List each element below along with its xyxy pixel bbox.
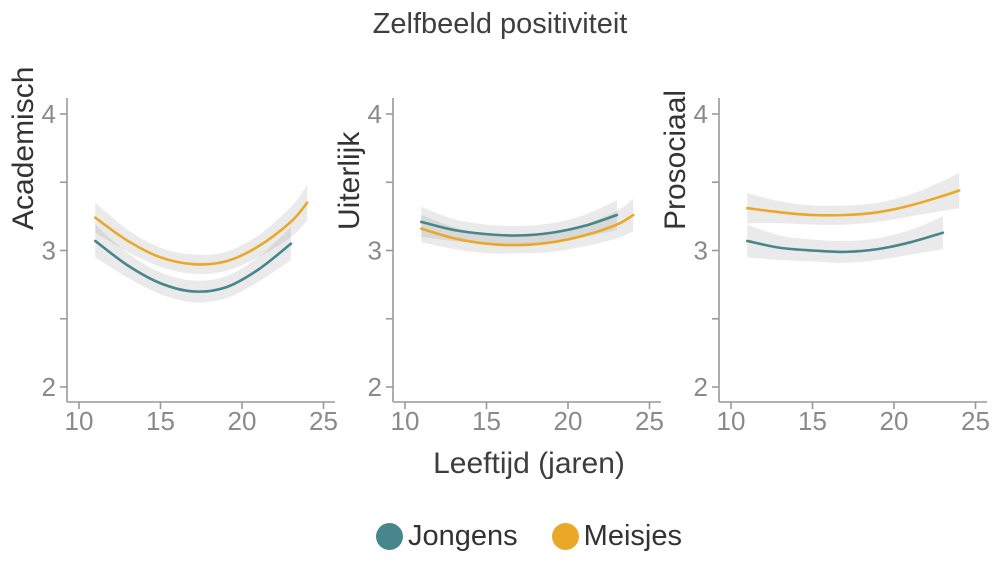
trend-line-jongens — [420, 213, 619, 237]
x-axis-label: Leeftijd (jaren) — [433, 447, 625, 480]
trend-line-jongens — [746, 231, 945, 254]
panel-plot-academisch: 2 3 4 10 15 20 25 — [42, 98, 337, 436]
y-tick-label: 4 — [694, 99, 708, 129]
y-tick-label: 3 — [42, 236, 56, 266]
y-tick-label: 2 — [368, 372, 382, 402]
x-tick-label: 10 — [717, 406, 746, 436]
confidence-ribbon-meisjes — [747, 172, 960, 225]
legend: Jongens Meisjes — [0, 520, 1000, 553]
x-tick-label: 15 — [472, 406, 501, 436]
plots-row: Academisch 2 3 4 10 15 20 25 Uiterlijk 2 3 4 10 15… — [0, 67, 1000, 438]
panel-plot-prosociaal: 2 3 4 10 15 20 25 — [694, 98, 989, 436]
x-tick-label: 20 — [228, 406, 257, 436]
panel-uiterlijk: Uiterlijk 2 3 4 10 15 20 25 — [333, 80, 663, 438]
y-tick-label: 4 — [42, 99, 56, 129]
x-tick-label: 15 — [146, 406, 175, 436]
y-tick-label: 3 — [694, 236, 708, 266]
x-tick-label: 15 — [798, 406, 827, 436]
confidence-ribbon-jongens — [747, 216, 943, 263]
legend-item-meisjes: Meisjes — [551, 520, 682, 553]
chart-title: Zelfbeeld positiviteit — [372, 8, 628, 40]
jongens-color-swatch — [376, 523, 404, 550]
panel-prosociaal: Prosociaal 2 3 4 10 15 20 25 — [659, 80, 989, 438]
confidence-ribbon-jongens — [95, 224, 291, 303]
y-tick-label: 3 — [368, 236, 382, 266]
y-axis-label-academisch: Academisch — [7, 66, 40, 230]
y-tick-label: 4 — [368, 99, 382, 129]
y-axis-label-prosociaal: Prosociaal — [659, 89, 692, 230]
trend-line-meisjes — [746, 189, 961, 217]
x-tick-label: 10 — [391, 406, 420, 436]
trend-line-meisjes — [420, 213, 635, 247]
confidence-ribbon-meisjes — [421, 198, 634, 254]
trend-line-meisjes — [94, 201, 309, 266]
x-tick-label: 25 — [635, 406, 663, 436]
legend-label-jongens: Jongens — [408, 520, 518, 552]
meisjes-color-swatch — [551, 523, 579, 550]
confidence-ribbon-jongens — [421, 199, 617, 246]
y-tick-label: 2 — [42, 372, 56, 402]
x-tick-label: 10 — [65, 406, 94, 436]
x-tick-label: 20 — [880, 406, 909, 436]
x-tick-label: 20 — [554, 406, 583, 436]
x-tick-label: 25 — [961, 406, 989, 436]
legend-item-jongens: Jongens — [376, 520, 518, 553]
panel-academisch: Academisch 2 3 4 10 15 20 25 — [7, 67, 337, 438]
trend-line-jongens — [94, 239, 293, 293]
legend-label-meisjes: Meisjes — [583, 520, 682, 552]
y-tick-label: 2 — [694, 372, 708, 402]
y-axis-label-uiterlijk: Uiterlijk — [333, 131, 366, 230]
panel-plot-uiterlijk: 2 3 4 10 15 20 25 — [368, 98, 663, 436]
x-tick-label: 25 — [309, 406, 337, 436]
